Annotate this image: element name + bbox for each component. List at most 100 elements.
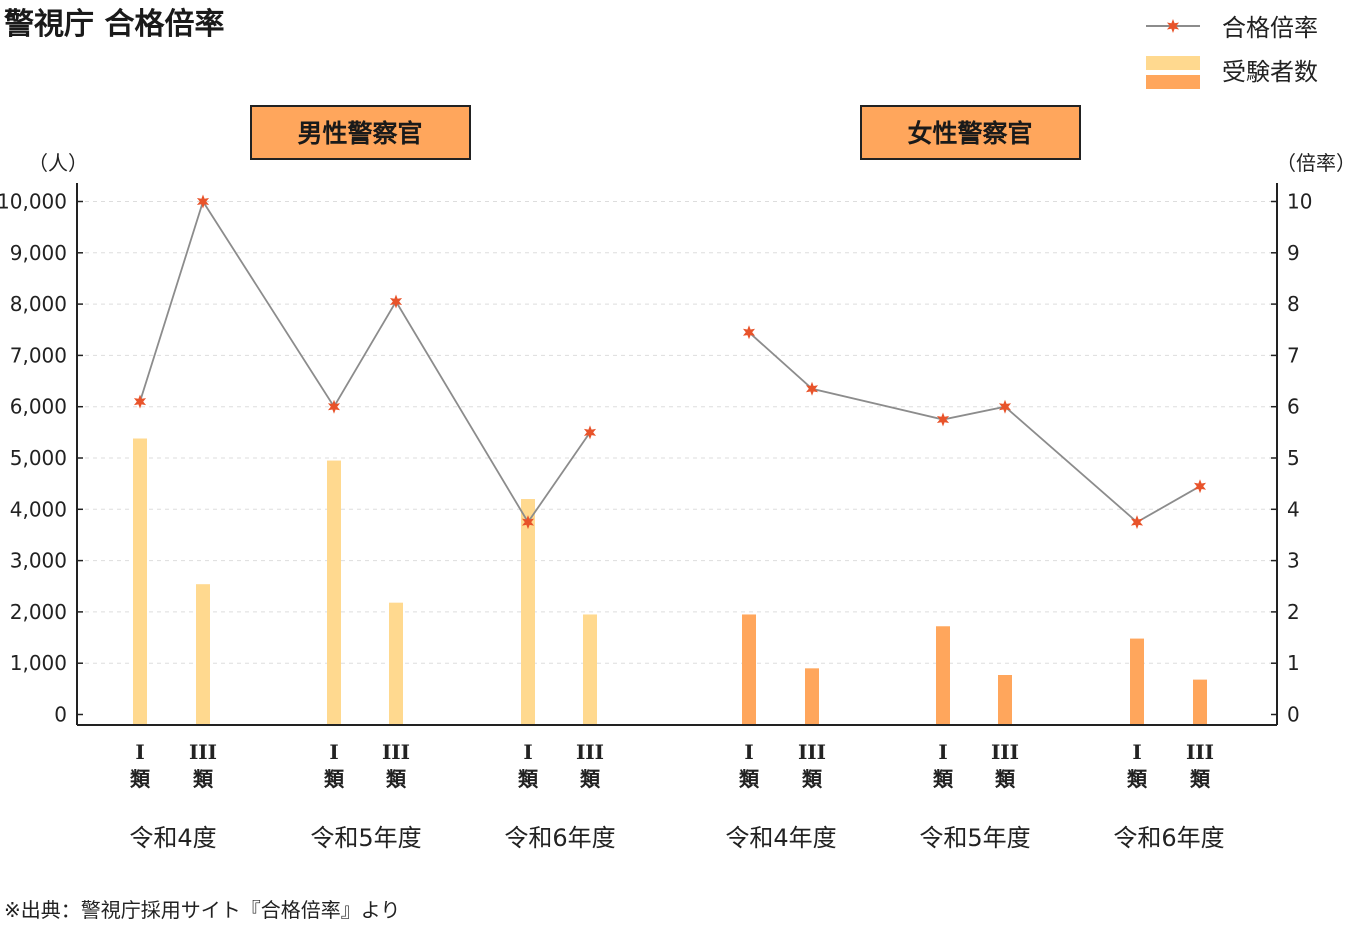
ratio-point xyxy=(133,394,147,409)
group-label: 令和6年度 xyxy=(1113,824,1224,852)
category-label-top: I xyxy=(135,740,144,764)
ratio-point xyxy=(521,515,535,530)
ratio-point xyxy=(742,325,756,340)
ratio-point xyxy=(805,381,819,396)
category-label-top: III xyxy=(1186,740,1214,764)
category-label-bottom: 類 xyxy=(518,767,539,791)
legend: 合格倍率 受験者数 xyxy=(1146,14,1318,89)
legend-examinees-label: 受験者数 xyxy=(1222,58,1318,86)
category-label-top: III xyxy=(382,740,410,764)
ratio-point xyxy=(327,399,341,414)
right-tick-label: 7 xyxy=(1287,343,1300,367)
left-tick-label: 4,000 xyxy=(10,497,67,521)
right-tick-label: 8 xyxy=(1287,292,1300,316)
right-tick-label: 4 xyxy=(1287,497,1300,521)
group-label: 令和4度 xyxy=(129,824,216,852)
left-tick-label: 9,000 xyxy=(10,241,67,265)
ratio-point xyxy=(936,412,950,427)
ratio-point xyxy=(1130,515,1144,530)
right-tick-label: 10 xyxy=(1287,190,1312,214)
left-tick-label: 5,000 xyxy=(10,446,67,470)
category-label-bottom: 類 xyxy=(995,767,1016,791)
examinees-bar xyxy=(521,499,535,725)
ratio-point xyxy=(583,425,597,440)
left-tick-label: 10,000 xyxy=(0,190,67,214)
category-label-top: III xyxy=(991,740,1019,764)
right-tick-label: 5 xyxy=(1287,446,1300,470)
category-label-top: III xyxy=(576,740,604,764)
category-label-top: I xyxy=(1132,740,1141,764)
panel-label-female: 女性警察官 xyxy=(860,105,1081,160)
panel-label-female-box xyxy=(860,105,1081,160)
category-label-top: III xyxy=(798,740,826,764)
category-label-top: I xyxy=(329,740,338,764)
examinees-bar xyxy=(133,438,147,725)
category-label-bottom: 類 xyxy=(802,767,823,791)
left-tick-label: 3,000 xyxy=(10,549,67,573)
legend-female-swatch xyxy=(1146,75,1200,89)
legend-star-icon xyxy=(1166,19,1180,33)
left-tick-label: 0 xyxy=(54,703,67,727)
left-tick-label: 1,000 xyxy=(10,651,67,675)
axes xyxy=(76,183,1278,726)
examinees-bar xyxy=(196,584,210,725)
ratio-point xyxy=(196,194,210,209)
chart-title: 警視庁 合格倍率 xyxy=(4,7,224,42)
right-axis-unit: （倍率） xyxy=(1276,151,1356,175)
ratio-point xyxy=(389,294,403,309)
examinees-bar xyxy=(742,614,756,725)
group-label: 令和6年度 xyxy=(504,824,615,852)
group-label: 令和5年度 xyxy=(919,824,1030,852)
category-label-top: I xyxy=(938,740,947,764)
group-label: 令和4年度 xyxy=(725,824,836,852)
category-label-bottom: 類 xyxy=(386,767,407,791)
examinees-bar xyxy=(1130,638,1144,725)
right-tick-label: 3 xyxy=(1287,549,1300,573)
category-label-top: I xyxy=(744,740,753,764)
left-tick-label: 8,000 xyxy=(10,292,67,316)
panel-label-male-box xyxy=(250,105,471,160)
panel-label-female-text: 女性警察官 xyxy=(907,119,1032,148)
gridlines xyxy=(77,201,1277,664)
ratio-line xyxy=(748,331,1201,524)
right-tick-label: 0 xyxy=(1287,703,1300,727)
category-label-bottom: 類 xyxy=(193,767,214,791)
ratio-point xyxy=(1193,479,1207,494)
panel-label-male-text: 男性警察官 xyxy=(297,119,422,148)
right-tick-label: 1 xyxy=(1287,651,1300,675)
left-tick-label: 2,000 xyxy=(10,600,67,624)
left-axis-unit: （人） xyxy=(28,151,88,175)
examinees-bar xyxy=(998,674,1012,725)
legend-ratio-label: 合格倍率 xyxy=(1222,14,1318,42)
category-label-bottom: 類 xyxy=(580,767,601,791)
category-label-bottom: 類 xyxy=(324,767,345,791)
panel-label-male: 男性警察官 xyxy=(250,105,471,160)
examinees-bar xyxy=(936,626,950,725)
source-note: ※出典：警視庁採用サイト『合格倍率』より xyxy=(4,898,400,922)
right-tick-label: 2 xyxy=(1287,600,1300,624)
right-tick-label: 6 xyxy=(1287,395,1300,419)
examinees-bar xyxy=(583,614,597,725)
examinees-bar xyxy=(389,602,403,725)
left-tick-label: 7,000 xyxy=(10,343,67,367)
category-label-bottom: 類 xyxy=(739,767,760,791)
right-tick-label: 9 xyxy=(1287,241,1300,265)
category-label-bottom: 類 xyxy=(1190,767,1211,791)
ratio-lines xyxy=(133,194,1207,530)
category-label-bottom: 類 xyxy=(1127,767,1148,791)
ratio-line xyxy=(139,199,591,524)
category-label-bottom: 類 xyxy=(130,767,151,791)
ratio-point xyxy=(998,399,1012,414)
category-label-top: I xyxy=(523,740,532,764)
examinees-bar xyxy=(327,460,341,725)
left-tick-label: 6,000 xyxy=(10,395,67,419)
category-label-top: III xyxy=(189,740,217,764)
examinees-bar xyxy=(805,668,819,725)
examinees-bar xyxy=(1193,679,1207,725)
category-label-bottom: 類 xyxy=(933,767,954,791)
tick-labels: 0 0 1,000 1 2,000 2 3,000 3 4,000 4 5,000 5 6,000 6 7,… xyxy=(0,190,1312,853)
bars xyxy=(133,438,1207,725)
group-label: 令和5年度 xyxy=(310,824,421,852)
legend-male-swatch xyxy=(1146,56,1200,70)
